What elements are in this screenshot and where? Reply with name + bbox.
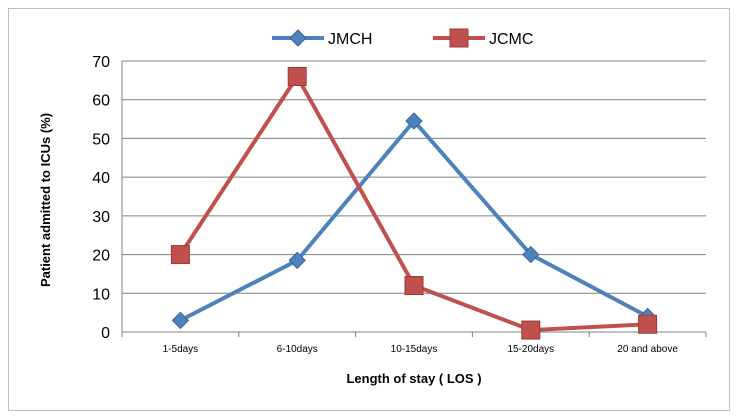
chart-border <box>8 8 730 411</box>
y-tick-label: 50 <box>92 131 110 148</box>
gridlines <box>122 60 706 294</box>
y-tick-label: 40 <box>92 170 110 187</box>
x-tick-label: 1-5days <box>163 344 199 355</box>
data-point-jmch <box>288 251 306 270</box>
data-point-jmch <box>405 112 423 130</box>
x-tick-label: 20 and above <box>617 344 678 355</box>
data-point-jcmc <box>287 66 307 86</box>
x-tick-label: 6-10days <box>277 344 318 355</box>
data-point-jcmc <box>170 245 190 265</box>
data-point-jcmc <box>638 314 658 334</box>
data-point-jmch <box>522 245 540 264</box>
legend-label-jcmc: JCMC <box>489 31 533 48</box>
y-tick-label: 10 <box>92 286 110 303</box>
legend-marker-jcmc <box>449 28 469 48</box>
x-axis-title: Length of stay ( LOS ) <box>346 371 481 386</box>
data-point-jcmc <box>404 276 424 296</box>
legend-label-jmch: JMCH <box>328 31 372 48</box>
axes <box>121 61 707 337</box>
y-tick-label: 0 <box>101 325 110 342</box>
x-tick-label: 10-15days <box>391 344 438 355</box>
y-axis-title: Patient admitted to ICUs (%) <box>38 113 53 287</box>
legend-marker-jmch <box>289 29 307 47</box>
y-tick-label: 70 <box>92 54 110 71</box>
y-tick-label: 60 <box>92 93 110 110</box>
data-point-jcmc <box>521 320 541 340</box>
x-tick-labels: 1-5days 6-10days 10-15days 15-20days 20 and … <box>163 344 679 355</box>
y-tick-label: 20 <box>92 248 110 265</box>
series-group <box>170 66 658 340</box>
y-tick-label: 30 <box>92 209 110 226</box>
x-tick-label: 15-20days <box>507 344 554 355</box>
legend: JMCH JCMC <box>272 28 533 48</box>
data-point-jmch <box>171 311 190 330</box>
y-tick-labels: 0 10 20 30 40 50 60 70 <box>92 54 110 342</box>
